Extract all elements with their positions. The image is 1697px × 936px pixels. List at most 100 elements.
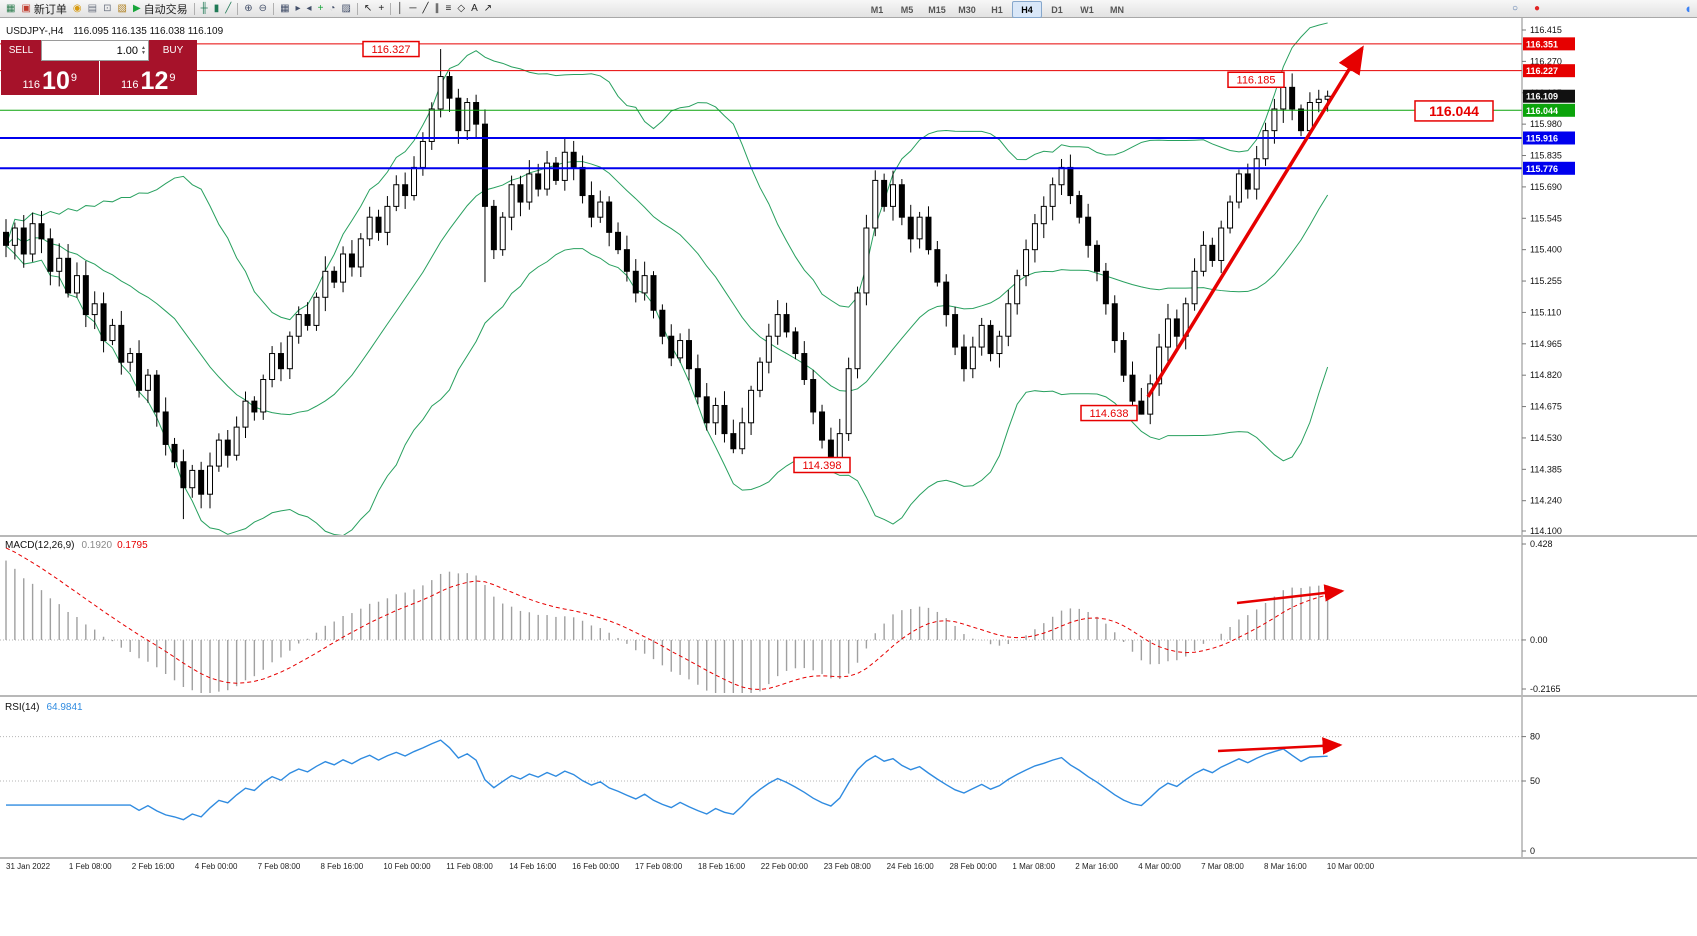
price-tag-116.109: 116.109 bbox=[1523, 89, 1575, 103]
time-label: 4 Mar 00:00 bbox=[1138, 862, 1181, 871]
annotation-116.044[interactable]: 116.044 bbox=[1414, 100, 1494, 122]
trend-arrow[interactable] bbox=[1146, 45, 1364, 398]
rsi-line bbox=[6, 739, 1328, 821]
vertical-line-icon[interactable]: │ bbox=[394, 1, 406, 17]
chart-menu-icon[interactable]: ▦ bbox=[3, 1, 18, 17]
timeframe-mn-button[interactable]: MN bbox=[1110, 4, 1124, 15]
lot-increment-icon[interactable]: ▲ bbox=[141, 44, 146, 51]
line-chart-icon: ╱ bbox=[225, 2, 232, 14]
svg-text:116.109: 116.109 bbox=[1526, 92, 1558, 102]
macd-axis-label: -0.2165 bbox=[1530, 684, 1561, 694]
price-tick-label: 115.110 bbox=[1530, 307, 1561, 317]
lot-size-input[interactable]: 1.00 ▲ ▼ bbox=[41, 40, 149, 61]
ohlc-bars-icon[interactable]: ╫ bbox=[198, 1, 211, 17]
shapes-icon[interactable]: ◇ bbox=[454, 1, 468, 17]
annotation-116.327[interactable]: 116.327 bbox=[362, 40, 420, 58]
time-label: 16 Feb 00:00 bbox=[572, 862, 620, 871]
panel-separator[interactable] bbox=[0, 857, 1697, 859]
time-label: 31 Jan 2022 bbox=[6, 862, 51, 871]
zoom-out-icon[interactable]: ⊖ bbox=[256, 1, 270, 17]
crosshair-icon[interactable]: + bbox=[375, 1, 387, 17]
annotation-114.398[interactable]: 114.398 bbox=[793, 456, 851, 474]
new-order-button[interactable]: ▣ 新订单 bbox=[18, 1, 69, 17]
time-label: 11 Feb 08:00 bbox=[446, 862, 493, 871]
bottom-filler bbox=[0, 875, 1697, 936]
record-icon[interactable]: ● bbox=[1531, 1, 1543, 17]
chart-menu-icon: ▦ bbox=[6, 2, 16, 14]
sell-button[interactable]: 116 10 9 bbox=[1, 61, 99, 95]
macd-arrow[interactable] bbox=[1236, 584, 1345, 605]
line-chart-icon[interactable]: ╱ bbox=[222, 1, 234, 17]
buy-label[interactable]: BUY bbox=[149, 40, 197, 61]
new-order-button: ▣ bbox=[21, 2, 31, 14]
panel-separator[interactable] bbox=[0, 695, 1697, 697]
autotrade-button[interactable]: ▶ 自动交易 bbox=[130, 1, 191, 17]
profiles-icon[interactable]: ▧ bbox=[114, 1, 129, 17]
time-label: 22 Feb 00:00 bbox=[760, 862, 808, 871]
buy-button[interactable]: 116 12 9 bbox=[99, 61, 197, 95]
preview-icon[interactable]: ⊡ bbox=[100, 1, 114, 17]
main-chart-svg[interactable]: 116.415116.270116.125115.980115.835115.6… bbox=[0, 18, 1697, 535]
timeframe-w1-button[interactable]: W1 bbox=[1080, 4, 1094, 15]
macd-svg[interactable]: 0.428 0.00 -0.2165 bbox=[0, 537, 1697, 695]
text-icon[interactable]: A bbox=[468, 1, 481, 17]
bollinger-lower-band bbox=[5, 244, 1329, 535]
sell-label[interactable]: SELL bbox=[1, 40, 41, 61]
indicator-list-icon: ◉ bbox=[72, 2, 82, 14]
add-indicator-icon[interactable]: + bbox=[315, 1, 327, 17]
trendline-icon[interactable]: ╱ bbox=[420, 1, 432, 17]
time-label: 1 Feb 08:00 bbox=[68, 862, 112, 871]
panel-separator[interactable] bbox=[0, 535, 1697, 537]
time-label: 2 Mar 16:00 bbox=[1075, 862, 1118, 871]
lot-spinner[interactable]: ▲ ▼ bbox=[141, 44, 146, 56]
annotation-116.185[interactable]: 116.185 bbox=[1227, 71, 1285, 89]
zoom-in-icon[interactable]: ⊕ bbox=[241, 1, 255, 17]
timeframe-m5-button[interactable]: M5 bbox=[900, 4, 914, 15]
preview-icon: ⊡ bbox=[103, 2, 112, 14]
annotation-114.638[interactable]: 114.638 bbox=[1080, 404, 1138, 422]
time-label: 28 Feb 00:00 bbox=[949, 862, 997, 871]
lot-decrement-icon[interactable]: ▼ bbox=[141, 49, 146, 56]
price-tick-label: 115.690 bbox=[1530, 182, 1562, 192]
zoom-in-icon: ⊕ bbox=[244, 2, 253, 14]
svg-text:116.185: 116.185 bbox=[1237, 75, 1276, 87]
macd-name: MACD(12,26,9) bbox=[5, 540, 75, 551]
time-axis[interactable]: 31 Jan 2022 1 Feb 08:00 2 Feb 16:00 4 Feb 0… bbox=[0, 859, 1697, 875]
tile-windows-icon[interactable]: ▦ bbox=[277, 1, 292, 17]
print-icon[interactable]: ▤ bbox=[85, 1, 100, 17]
price-tick-label: 115.835 bbox=[1530, 151, 1562, 161]
toolbar-separator bbox=[390, 2, 392, 15]
candlestick-chart-icon[interactable]: ▮ bbox=[211, 1, 223, 17]
templates-icon[interactable]: ▨ bbox=[338, 1, 353, 17]
rsi-name: RSI(14) bbox=[5, 702, 40, 713]
rsi-axis-label: 50 bbox=[1530, 776, 1540, 786]
price-tick-label: 114.675 bbox=[1530, 402, 1562, 412]
indicator-list-icon[interactable]: ◉ bbox=[70, 1, 85, 17]
edge-circle-icon: ◖ bbox=[1684, 1, 1692, 16]
autoscroll-icon[interactable]: ▸ bbox=[293, 1, 304, 17]
price-tick-label: 115.545 bbox=[1530, 213, 1562, 223]
timeframe-m15-button[interactable]: M15 bbox=[928, 4, 946, 15]
chart-shift-icon[interactable]: ◂ bbox=[304, 1, 315, 17]
price-tick-label: 114.385 bbox=[1530, 464, 1562, 474]
arrow-tool-icon[interactable]: ↗ bbox=[481, 1, 495, 17]
timeframe-m1-button[interactable]: M1 bbox=[870, 4, 884, 15]
rsi-arrow[interactable] bbox=[1217, 737, 1343, 755]
cursor-icon[interactable]: ↖ bbox=[361, 1, 375, 17]
timeframe-h1-button[interactable]: H1 bbox=[991, 4, 1003, 15]
rsi-indicator-label: RSI(14) 64.9841 bbox=[5, 702, 83, 713]
price-tick-label: 114.820 bbox=[1530, 370, 1562, 380]
svg-text:115.776: 115.776 bbox=[1526, 164, 1558, 174]
search-icon[interactable]: ○ bbox=[1509, 1, 1521, 17]
channel-icon[interactable]: ∥ bbox=[432, 1, 443, 17]
rsi-svg[interactable]: 80 50 0 bbox=[0, 697, 1697, 857]
price-tick-label: 114.240 bbox=[1530, 496, 1562, 506]
timeframe-h4-button[interactable]: H4 bbox=[1012, 1, 1042, 18]
fibonacci-icon[interactable]: ≡ bbox=[443, 1, 455, 17]
crosshair-icon: + bbox=[378, 2, 385, 14]
periods-icon[interactable]: ◔ bbox=[326, 1, 338, 17]
horizontal-line-icon[interactable]: ─ bbox=[406, 1, 419, 17]
time-label: 8 Mar 16:00 bbox=[1264, 862, 1307, 871]
timeframe-m30-button[interactable]: M30 bbox=[958, 4, 976, 15]
timeframe-d1-button[interactable]: D1 bbox=[1051, 4, 1063, 15]
